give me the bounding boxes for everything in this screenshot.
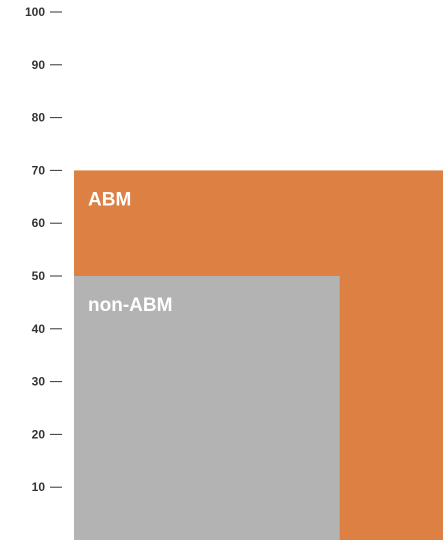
y-tick-label: 10: [32, 480, 46, 494]
y-tick-label: 30: [32, 375, 46, 389]
y-tick-label: 60: [32, 216, 46, 230]
series-label-non-abm: non-ABM: [88, 295, 172, 316]
y-tick-label: 50: [32, 269, 46, 283]
y-tick-label: 80: [32, 111, 46, 125]
plot-areas: [74, 170, 443, 540]
y-tick-label: 70: [32, 163, 46, 177]
y-tick-label: 20: [32, 427, 46, 441]
series-label-abm: ABM: [88, 189, 131, 210]
y-tick-label: 90: [32, 58, 46, 72]
y-tick-label: 40: [32, 322, 46, 336]
area-non-abm: [74, 276, 340, 540]
y-tick-label: 100: [25, 5, 45, 19]
y-axis: 10 20 30 40 50 60 70 80 90 100: [25, 5, 62, 494]
series-labels: ABM non-ABM: [88, 189, 172, 316]
